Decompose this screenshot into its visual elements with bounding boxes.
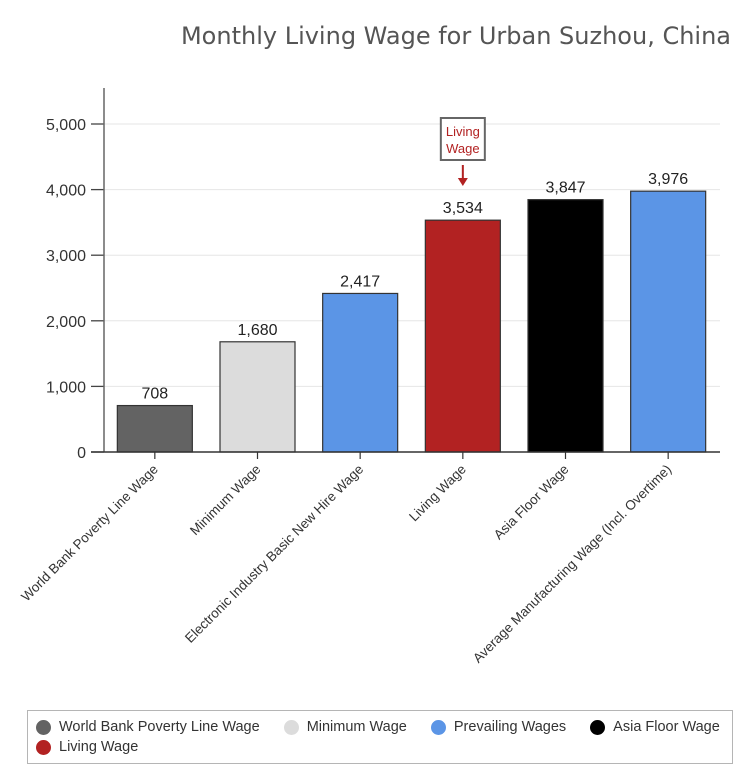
legend-label: Prevailing Wages bbox=[453, 719, 567, 735]
legend-label: Living Wage bbox=[59, 739, 139, 755]
gridlines bbox=[104, 123, 720, 387]
legend-label: Minimum Wage bbox=[306, 719, 407, 735]
chart-title: Monthly Living Wage for Urban Suzhou, Ch… bbox=[181, 22, 731, 50]
annotation-box bbox=[439, 117, 486, 161]
y-tick-label: 1,000 bbox=[46, 379, 86, 396]
value-label: 3,976 bbox=[648, 171, 688, 188]
bar bbox=[630, 190, 707, 453]
y-axis: 0 1,000 2,000 3,000 4,000 5,000 bbox=[46, 88, 105, 462]
y-tick-label: 5,000 bbox=[46, 117, 86, 134]
living-wage-annotation: Living Wage bbox=[439, 117, 486, 186]
legend: World Bank Poverty Line Wage Minimum Wag… bbox=[27, 710, 733, 764]
x-tick-label: Electronic Industry Basic New Hire Wage bbox=[182, 462, 366, 646]
legend-swatch-icon bbox=[36, 719, 51, 735]
x-tick-label: Minimum Wage bbox=[187, 462, 264, 539]
value-label: 708 bbox=[141, 386, 168, 403]
legend-label: World Bank Poverty Line Wage bbox=[59, 719, 260, 735]
legend-swatch-icon bbox=[283, 719, 299, 735]
bar bbox=[424, 219, 501, 453]
legend-item[interactable]: Asia Floor Wage bbox=[590, 717, 720, 737]
x-axis: World Bank Poverty Line Wage Minimum Wage… bbox=[18, 451, 720, 666]
y-tick-label: 4,000 bbox=[46, 183, 86, 200]
bar bbox=[116, 404, 193, 453]
legend-item[interactable]: Minimum Wage bbox=[283, 717, 407, 737]
bar bbox=[527, 199, 604, 453]
annotation-text: Living bbox=[446, 124, 480, 139]
value-label: 1,680 bbox=[237, 322, 277, 339]
legend-swatch-icon bbox=[36, 739, 51, 755]
value-label: 3,847 bbox=[545, 180, 585, 197]
value-label: 2,417 bbox=[340, 273, 380, 290]
y-tick-label: 3,000 bbox=[46, 248, 86, 265]
legend-swatch-icon bbox=[590, 719, 606, 735]
bars: 708 1,680 2,417 3,534 3,847 3,976 bbox=[116, 171, 707, 453]
x-tick-label: Living Wage bbox=[406, 462, 469, 525]
bar bbox=[322, 292, 399, 453]
legend-label: Asia Floor Wage bbox=[613, 719, 720, 735]
value-label: 3,534 bbox=[443, 200, 483, 217]
bar-chart: Monthly Living Wage for Urban Suzhou, Ch… bbox=[18, 22, 731, 666]
legend-item[interactable]: Prevailing Wages bbox=[430, 717, 567, 737]
legend-item[interactable]: Living Wage bbox=[36, 737, 138, 757]
arrow-down-icon bbox=[457, 178, 468, 186]
annotation-text: Wage bbox=[446, 141, 479, 156]
x-tick-label: Asia Floor Wage bbox=[491, 462, 572, 543]
x-tick-label: Average Manufacturing Wage (Incl. Overti… bbox=[470, 462, 674, 666]
y-tick-label: 0 bbox=[77, 445, 86, 462]
legend-item[interactable]: World Bank Poverty Line Wage bbox=[36, 717, 260, 737]
bar bbox=[219, 341, 296, 453]
y-tick-label: 2,000 bbox=[46, 314, 86, 331]
legend-swatch-icon bbox=[430, 719, 446, 735]
x-tick-label: World Bank Poverty Line Wage bbox=[18, 462, 161, 605]
